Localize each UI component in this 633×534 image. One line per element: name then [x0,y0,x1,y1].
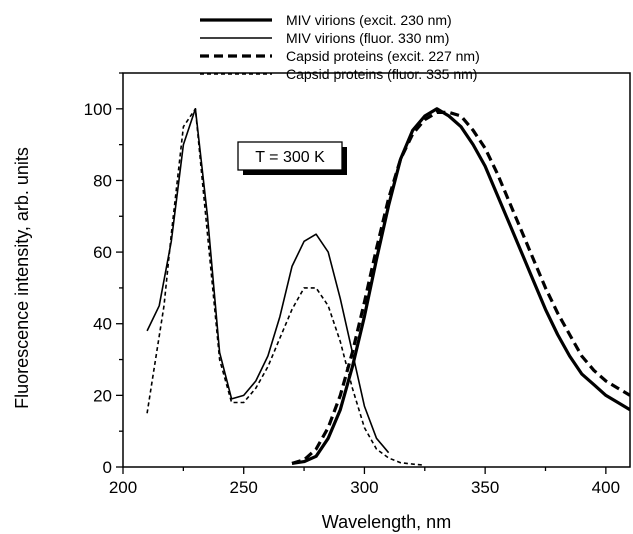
legend-label-3: Capsid proteins (excit. 227 nm) [286,48,480,64]
plot-frame [122,72,631,468]
series-line-1 [291,107,630,465]
x-tick-label: 200 [109,478,137,497]
legend-label-1: MIV virions (excit. 230 nm) [286,12,452,28]
y-tick-label: 100 [84,100,112,119]
x-axis-title: Wavelength, nm [322,512,451,532]
y-tick-label: 60 [93,243,112,262]
y-tick-label: 40 [93,315,112,334]
legend-label-4: Capsid proteins (fluor. 335 nm) [286,66,477,82]
x-tick-label: 300 [350,478,378,497]
legend-label-2: MIV virions (fluor. 330 nm) [286,30,449,46]
x-tick-label: 400 [592,478,620,497]
y-axis-title: Fluorescence intensity, arb. units [12,147,32,409]
annotation-box [237,141,343,171]
y-tick-label: 80 [93,171,112,190]
series-line-4 [146,108,425,466]
x-tick-label: 350 [471,478,499,497]
series-line-3 [291,110,630,465]
y-tick-label: 20 [93,386,112,405]
series-line-2 [146,108,390,454]
x-tick-label: 250 [230,478,258,497]
y-tick-label: 0 [103,458,112,477]
annotation-temperature: T = 300 K [255,149,325,166]
